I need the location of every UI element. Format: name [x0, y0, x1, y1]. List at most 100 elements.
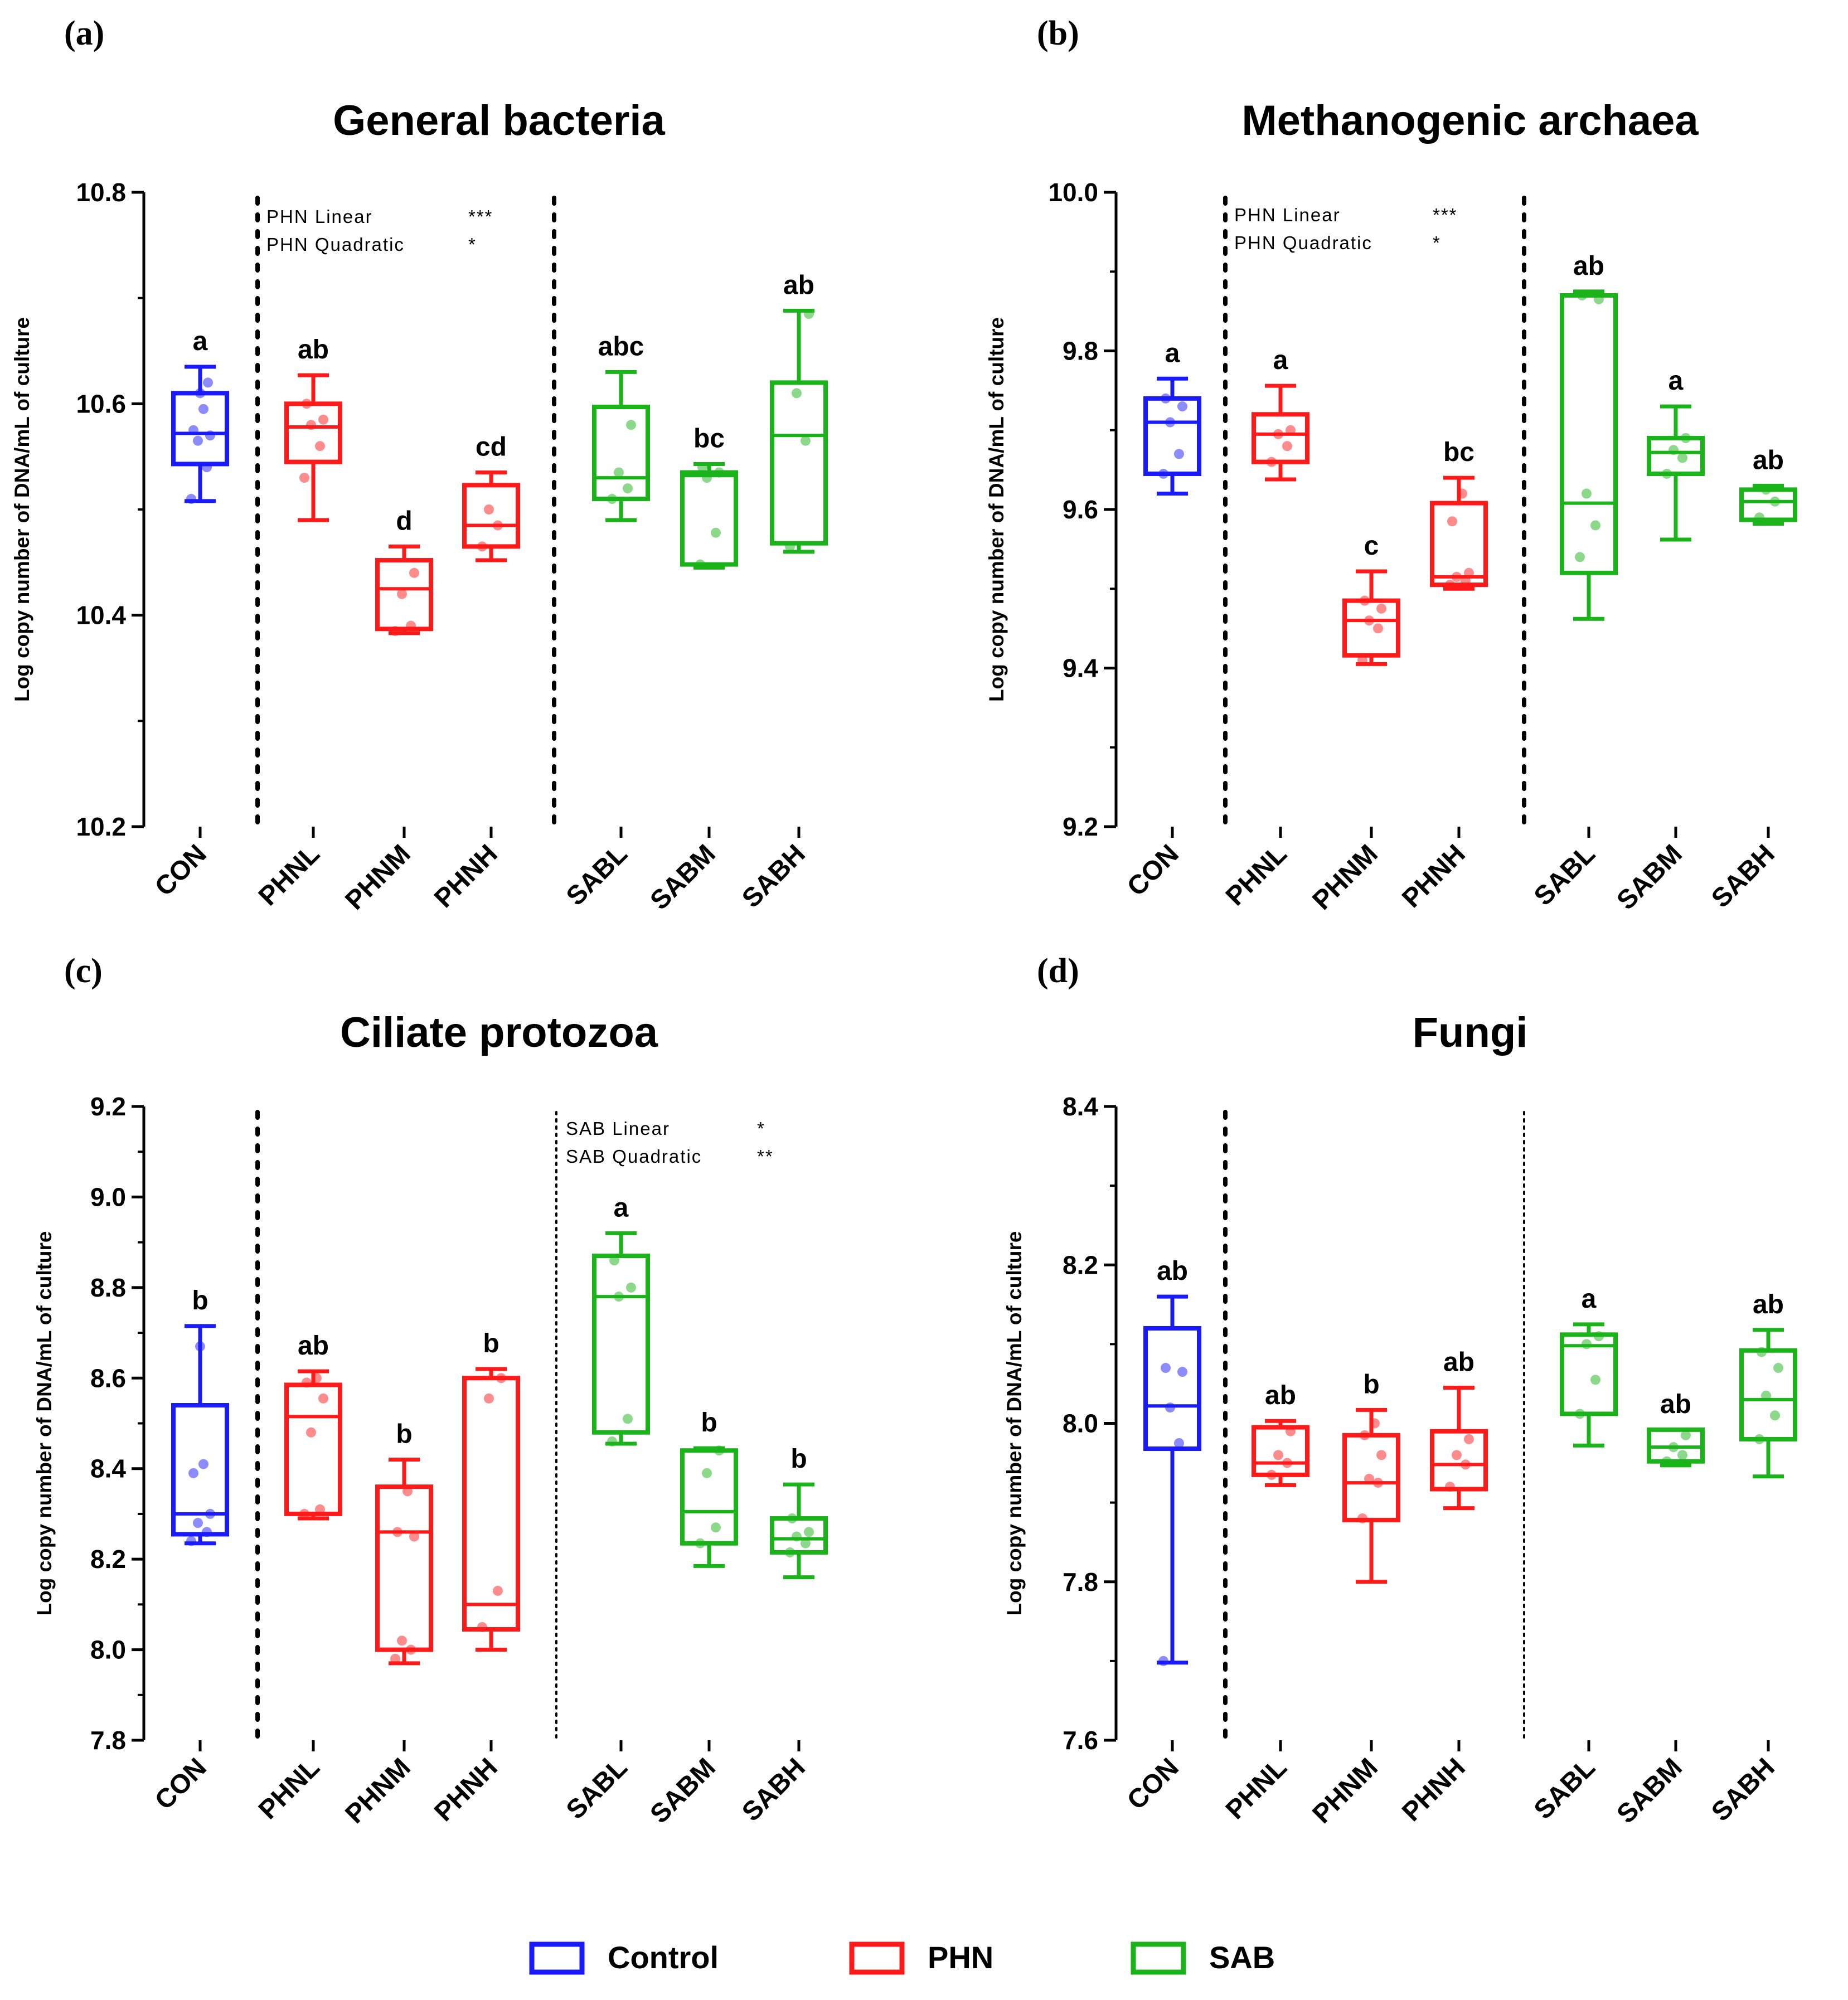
data-point [1773, 1363, 1783, 1373]
x-tick-label: SABM [1611, 839, 1687, 915]
significance-letter: bc [1443, 438, 1474, 467]
x-tick-label: PHNL [1220, 1753, 1293, 1825]
significance-letter: a [614, 1193, 629, 1222]
box-iqr [680, 470, 738, 567]
data-point [626, 420, 636, 430]
data-point [697, 462, 707, 473]
box-sabl: ab [1560, 251, 1618, 621]
box-phnh: ab [1430, 1348, 1488, 1511]
data-point [1161, 1363, 1171, 1373]
x-tick-label: SABM [644, 1753, 721, 1829]
data-point [302, 399, 312, 409]
x-tick-label: SABL [561, 1753, 633, 1825]
significance-letter: b [192, 1286, 208, 1315]
chart-panel: (b) Methanogenic archaea 9.2 9.4 9.6 9.8 10.0 L… [985, 14, 1797, 916]
x-tick-label: CON [1122, 839, 1185, 902]
legend: Control PHN SAB [529, 1940, 1275, 1975]
box-iqr [592, 1254, 650, 1435]
box-iqr [462, 483, 520, 549]
y-tick-label: 10.8 [76, 178, 126, 207]
data-point [1677, 453, 1687, 463]
y-tick-label: 9.8 [1063, 337, 1098, 366]
significance-letter: ab [1753, 1290, 1784, 1319]
annotation-label: SAB Quadratic [566, 1146, 702, 1167]
data-point [193, 435, 203, 446]
box-sabl: a [1560, 1284, 1618, 1448]
x-tick-label: SABH [736, 1753, 811, 1827]
significance-letter: abc [598, 332, 644, 361]
data-point [1273, 429, 1283, 439]
box-iqr [1143, 396, 1201, 476]
box-iqr [284, 401, 342, 464]
data-point [390, 626, 400, 637]
box-iqr [1143, 1326, 1201, 1451]
significance-letter: ab [783, 270, 814, 300]
data-point [801, 435, 811, 446]
data-point [195, 1341, 205, 1352]
annotation-label: PHN Linear [266, 206, 373, 227]
annotation-label: SAB Linear [566, 1118, 670, 1139]
significance-letter: b [396, 1419, 412, 1449]
data-point [801, 1538, 811, 1548]
y-tick-label: 7.8 [1063, 1567, 1098, 1596]
chart-panel: (a) General bacteria 10.2 10.4 10.6 10.8 Log c… [11, 14, 828, 916]
x-tick-label: SABL [561, 839, 633, 911]
data-point [306, 420, 316, 430]
x-tick-label: SABL [1529, 1753, 1601, 1825]
data-point [695, 559, 705, 570]
data-point [1590, 1375, 1600, 1385]
data-point [1364, 1473, 1374, 1484]
data-point [1357, 1513, 1367, 1524]
box-con: a [171, 327, 229, 504]
data-point [804, 309, 814, 319]
data-point [392, 1527, 402, 1537]
y-tick-label: 8.2 [1063, 1250, 1098, 1279]
legend-swatch [849, 1941, 905, 1975]
data-point [205, 1508, 215, 1519]
y-tick-label: 8.0 [1063, 1409, 1098, 1438]
significance-letter: ab [298, 335, 329, 365]
data-point [1165, 1402, 1175, 1413]
data-point [1282, 441, 1292, 452]
x-tick-label: SABH [1706, 1753, 1781, 1827]
box-sabm: b [680, 1408, 738, 1568]
significance-letter: a [1582, 1284, 1597, 1314]
data-point [1577, 290, 1587, 300]
data-point [1594, 294, 1604, 305]
legend-item-phn: PHN [849, 1940, 993, 1975]
data-point [1267, 457, 1277, 467]
data-point [1464, 1434, 1474, 1444]
x-tick-label: PHNH [429, 1753, 503, 1827]
data-point [193, 1518, 203, 1528]
panel-label: (b) [1037, 14, 1079, 52]
box-con: ab [1143, 1256, 1201, 1666]
data-point [202, 1527, 212, 1537]
box-phnl: a [1252, 346, 1309, 482]
data-point [1177, 1367, 1187, 1377]
x-tick-label: SABH [1706, 839, 1781, 914]
data-point [787, 1513, 797, 1524]
significance-letter: cd [476, 433, 507, 462]
data-point [318, 1393, 328, 1404]
data-point [804, 1527, 814, 1537]
box-iqr [1342, 1433, 1400, 1522]
data-point [711, 527, 721, 538]
y-tick-label: 9.2 [90, 1092, 126, 1121]
significance-letter: ab [1157, 1256, 1188, 1286]
y-tick-label: 8.8 [90, 1273, 126, 1302]
y-tick-label: 8.6 [90, 1363, 126, 1392]
chart-panel: (c) Ciliate protozoa 7.8 8.0 8.2 8.4 8.6 8.8 9.0… [33, 952, 828, 1829]
significance-letter: a [1273, 346, 1288, 375]
y-axis-label: Log copy number of DNA/mL of culture [1003, 1231, 1026, 1616]
box-phnm: c [1342, 531, 1400, 666]
y-axis-label: Log copy number of DNA/mL of culture [985, 317, 1008, 702]
box-iqr [1430, 501, 1488, 588]
data-point [1445, 1482, 1455, 1492]
box-iqr [1430, 1429, 1488, 1492]
box-phnm: d [375, 506, 433, 637]
box-iqr [1342, 598, 1400, 658]
data-point [406, 1644, 416, 1655]
y-tick-label: 10.0 [1048, 178, 1098, 207]
annotation-significance: ** [757, 1146, 774, 1167]
box-sabl: a [592, 1193, 650, 1446]
